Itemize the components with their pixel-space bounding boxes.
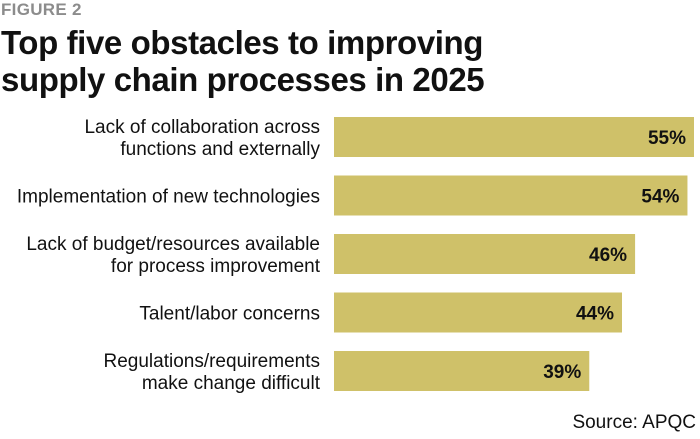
category-label-1-line-1: Lack of collaboration across	[84, 117, 320, 138]
category-label-1: Lack of collaboration across functions an…	[84, 117, 320, 160]
bar-1	[334, 117, 694, 157]
bar-5	[334, 351, 590, 391]
category-label-5-line-1: Regulations/requirements	[103, 351, 320, 372]
category-label-2-line-1: Implementation of new technologies	[17, 187, 320, 208]
chart-title: Top five obstacles to improving supply c…	[1, 24, 691, 98]
category-label-2: Implementation of new technologies	[17, 187, 320, 208]
category-label-1-line-2: functions and externally	[120, 139, 320, 160]
category-label-5: Regulations/requirements make change diff…	[103, 351, 320, 394]
category-label-3: Lack of budget/resources available for pr…	[26, 234, 320, 277]
bar-4	[334, 292, 622, 333]
bar-2	[334, 175, 688, 216]
chart-title-line-1: Top five obstacles to improving	[1, 24, 484, 61]
bar-3	[334, 234, 636, 274]
category-label-5-line-2: make change difficult	[142, 373, 321, 394]
category-label-4: Talent/labor concerns	[139, 304, 320, 325]
source-note: Source: APQC	[572, 412, 696, 433]
bar-value-label-5: 39%	[543, 362, 581, 383]
category-label-3-line-2: for process improvement	[111, 256, 321, 277]
chart-title-line-2: supply chain processes in 2025	[1, 61, 485, 98]
category-label-3-line-1: Lack of budget/resources available	[26, 234, 320, 255]
bar-value-label-2: 54%	[641, 187, 679, 208]
bar-value-label-4: 44%	[576, 304, 614, 325]
bar-value-label-3: 46%	[589, 245, 627, 266]
category-label-4-line-1: Talent/labor concerns	[139, 304, 320, 325]
figure-label: FIGURE 2	[1, 0, 82, 19]
bar-value-label-1: 55%	[648, 128, 686, 149]
